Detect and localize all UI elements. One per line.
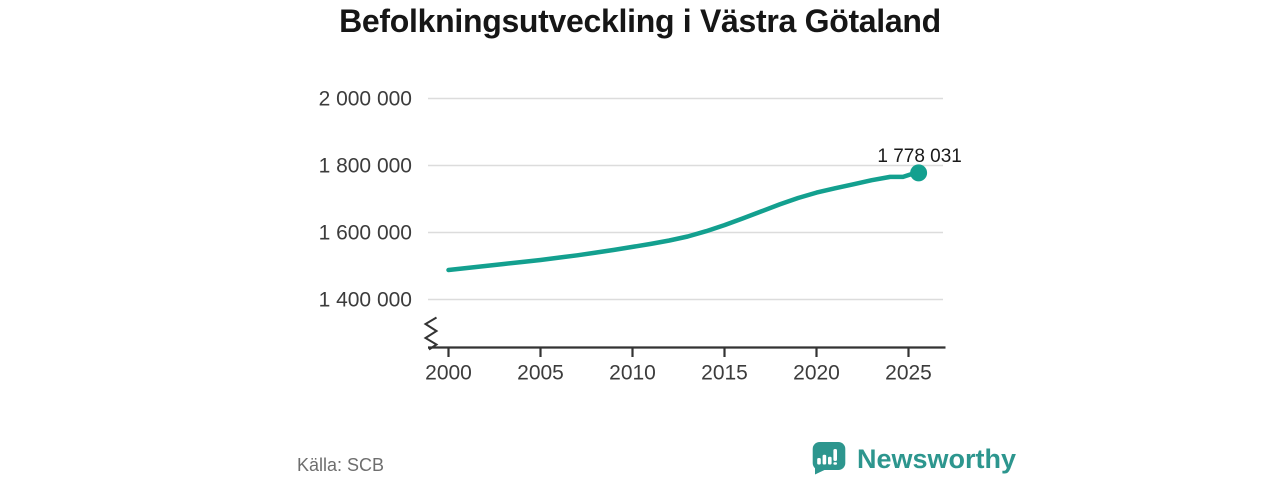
x-tick-label: 2015 — [701, 362, 748, 385]
x-tick-label: 2020 — [793, 362, 840, 385]
newsworthy-logo: Newsworthy — [810, 441, 1016, 477]
y-tick-label: 1 400 000 — [319, 289, 412, 312]
latest-value-dot — [910, 164, 928, 182]
newsworthy-logo-icon — [812, 442, 846, 475]
source-attribution: Källa: SCB — [297, 455, 385, 475]
y-tick-label: 1 800 000 — [319, 155, 412, 178]
latest-value-label: 1 778 031 — [877, 146, 962, 167]
x-tick-label: 2025 — [885, 362, 932, 385]
chart-title: Befolkningsutveckling i Västra Götaland — [339, 3, 941, 39]
x-tick-label: 2005 — [517, 362, 564, 385]
y-tick-label: 1 600 000 — [319, 222, 412, 245]
x-tick-label: 2000 — [425, 362, 472, 385]
newsworthy-wordmark: Newsworthy — [857, 444, 1017, 474]
x-tick-label: 2010 — [609, 362, 656, 385]
population-series-line — [446, 170, 921, 273]
y-tick-label: 2 000 000 — [319, 88, 412, 111]
axis-break-icon — [423, 316, 439, 351]
